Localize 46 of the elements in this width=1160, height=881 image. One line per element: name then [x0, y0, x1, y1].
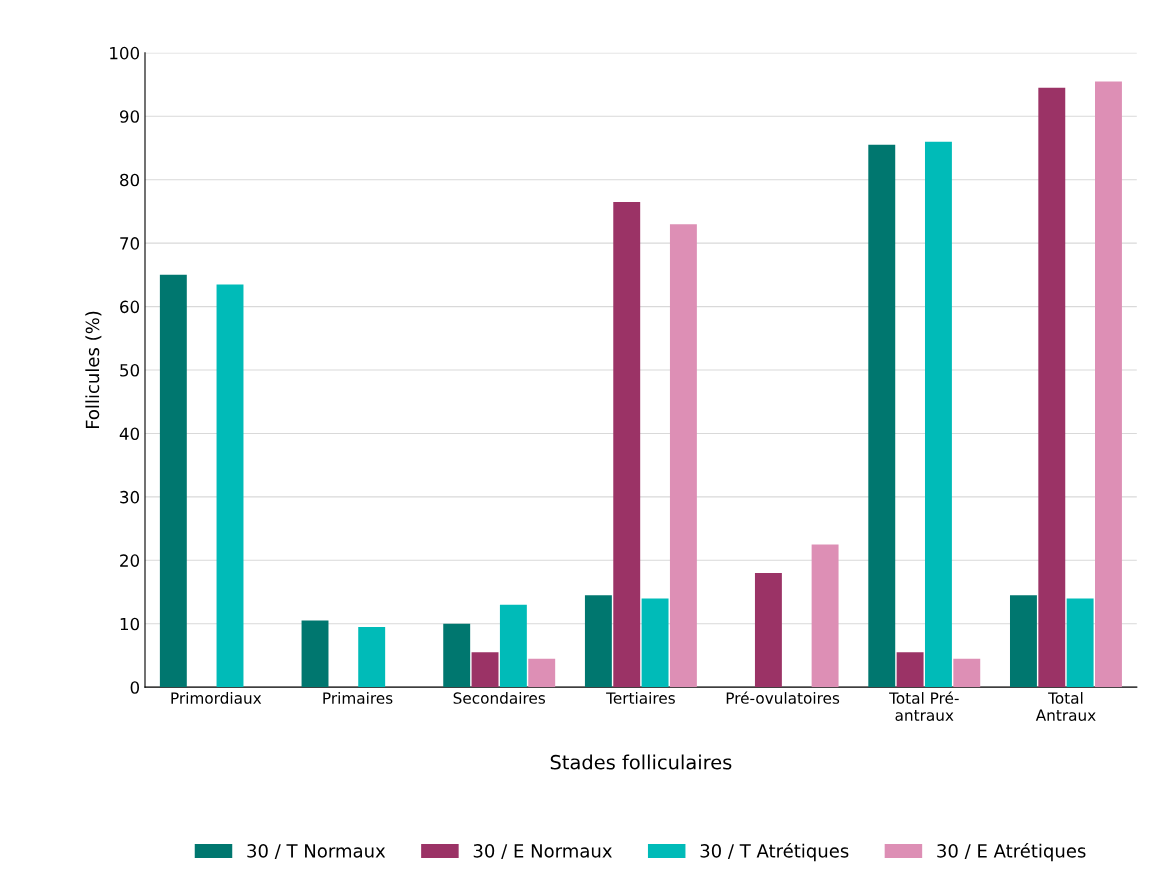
bar: [1095, 81, 1122, 688]
bar: [471, 652, 499, 688]
bar: [1009, 595, 1037, 688]
y-axis-title: Follicules (%): [85, 311, 102, 429]
bar: [896, 652, 924, 688]
bar: [216, 284, 244, 688]
legend-label: 30 / T Normaux: [247, 844, 386, 860]
y-tick-label: 30: [120, 490, 140, 504]
x-tick-label: Total Antraux: [1035, 692, 1096, 721]
bar: [499, 604, 527, 688]
bar: [868, 144, 896, 688]
y-tick-label: 40: [119, 427, 140, 441]
bar: [613, 201, 641, 688]
y-tick-label: 90: [119, 110, 140, 123]
bar: [811, 544, 839, 688]
y-tick-label: 50: [120, 363, 140, 377]
bar: [1066, 598, 1094, 688]
bar: [358, 626, 386, 688]
bar: [528, 658, 556, 688]
bar: [1038, 87, 1066, 688]
x-tick-label: Primaires: [323, 692, 393, 704]
y-tick-label: 70: [120, 237, 140, 250]
bar: [754, 573, 782, 688]
legend-label: 30 / E Normaux: [473, 844, 612, 860]
y-tick-label: 20: [120, 554, 140, 567]
bar: [669, 224, 697, 688]
y-tick-label: 100: [110, 46, 140, 60]
y-tick-label: 0: [130, 681, 140, 694]
y-tick-label: 80: [120, 173, 140, 187]
y-tick-label: 10: [120, 617, 140, 631]
bar: [924, 141, 952, 688]
x-tick-label: Total Pré- antraux: [889, 691, 959, 721]
legend-label: 30 / T Atrétiques: [700, 842, 849, 862]
x-tick-label: Pré-ovulatoires: [726, 691, 840, 704]
bar: [159, 274, 187, 688]
x-tick-label: Primordiaux: [171, 692, 262, 704]
x-axis-title: Stades folliculaires: [550, 754, 732, 770]
legend-label: 30 / E Atrétiques: [937, 842, 1086, 862]
y-tick-label: 60: [120, 300, 140, 314]
bar: [641, 598, 669, 688]
bar: [443, 623, 471, 688]
bar: [953, 658, 981, 688]
x-tick-label: Tertiaires: [606, 692, 675, 704]
bar: [584, 595, 612, 688]
x-tick-label: Secondaires: [453, 692, 546, 704]
bar: [301, 620, 329, 688]
